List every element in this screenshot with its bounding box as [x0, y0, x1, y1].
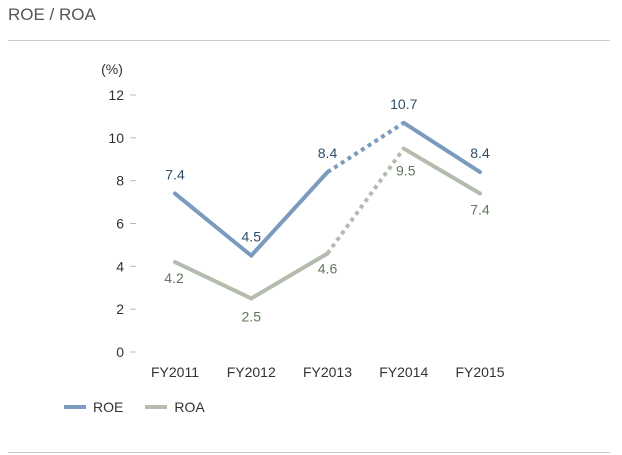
roa-data-label: 4.6	[318, 260, 338, 276]
roe-data-label: 8.4	[318, 145, 338, 161]
roe-line-segment	[401, 120, 482, 175]
y-tick-label: 0	[116, 344, 124, 360]
roe-data-label: 7.4	[165, 167, 185, 183]
chart-legend: ROE ROA	[64, 399, 227, 415]
y-tick-label: 12	[108, 87, 124, 103]
y-tick-label: 2	[116, 301, 124, 317]
roa-data-label: 7.4	[470, 202, 490, 218]
x-tick-label: FY2013	[303, 364, 352, 380]
roe-line-segment	[173, 191, 254, 258]
x-tick-label: FY2011	[151, 364, 199, 380]
roa-data-label: 9.5	[396, 163, 416, 179]
roa-line-segment	[173, 260, 254, 301]
x-tick-label: FY2014	[379, 364, 428, 380]
roa-data-label: 4.2	[164, 270, 184, 286]
y-axis-unit-label: (%)	[101, 61, 123, 77]
roe-data-label: 8.4	[470, 145, 490, 161]
footer-divider	[8, 452, 610, 453]
x-tick-label: FY2012	[227, 364, 276, 380]
y-tick-label: 6	[116, 216, 124, 232]
roa-line-segment	[249, 251, 330, 301]
roe-data-label: 10.7	[390, 96, 417, 112]
page-title: ROE / ROA	[8, 5, 96, 24]
roa-line-segment	[325, 147, 406, 255]
legend-item-roe: ROE	[64, 399, 123, 415]
x-tick-label: FY2015	[455, 364, 504, 380]
legend-swatch-roa	[145, 405, 168, 409]
legend-label-roe: ROE	[93, 399, 124, 415]
y-tick-label: 4	[116, 258, 124, 274]
y-tick-label: 10	[108, 130, 124, 146]
roe-line-segment	[326, 121, 405, 174]
legend-swatch-roe	[64, 405, 86, 409]
y-tick-label: 8	[116, 173, 124, 189]
legend-label-roa: ROA	[174, 399, 205, 415]
legend-item-roa: ROA	[145, 399, 205, 415]
roe-line-segment	[249, 170, 330, 258]
roa-line-segment	[401, 146, 482, 196]
roe-data-label: 4.5	[242, 229, 262, 245]
roa-data-label: 2.5	[242, 308, 262, 324]
header-divider	[8, 40, 610, 41]
